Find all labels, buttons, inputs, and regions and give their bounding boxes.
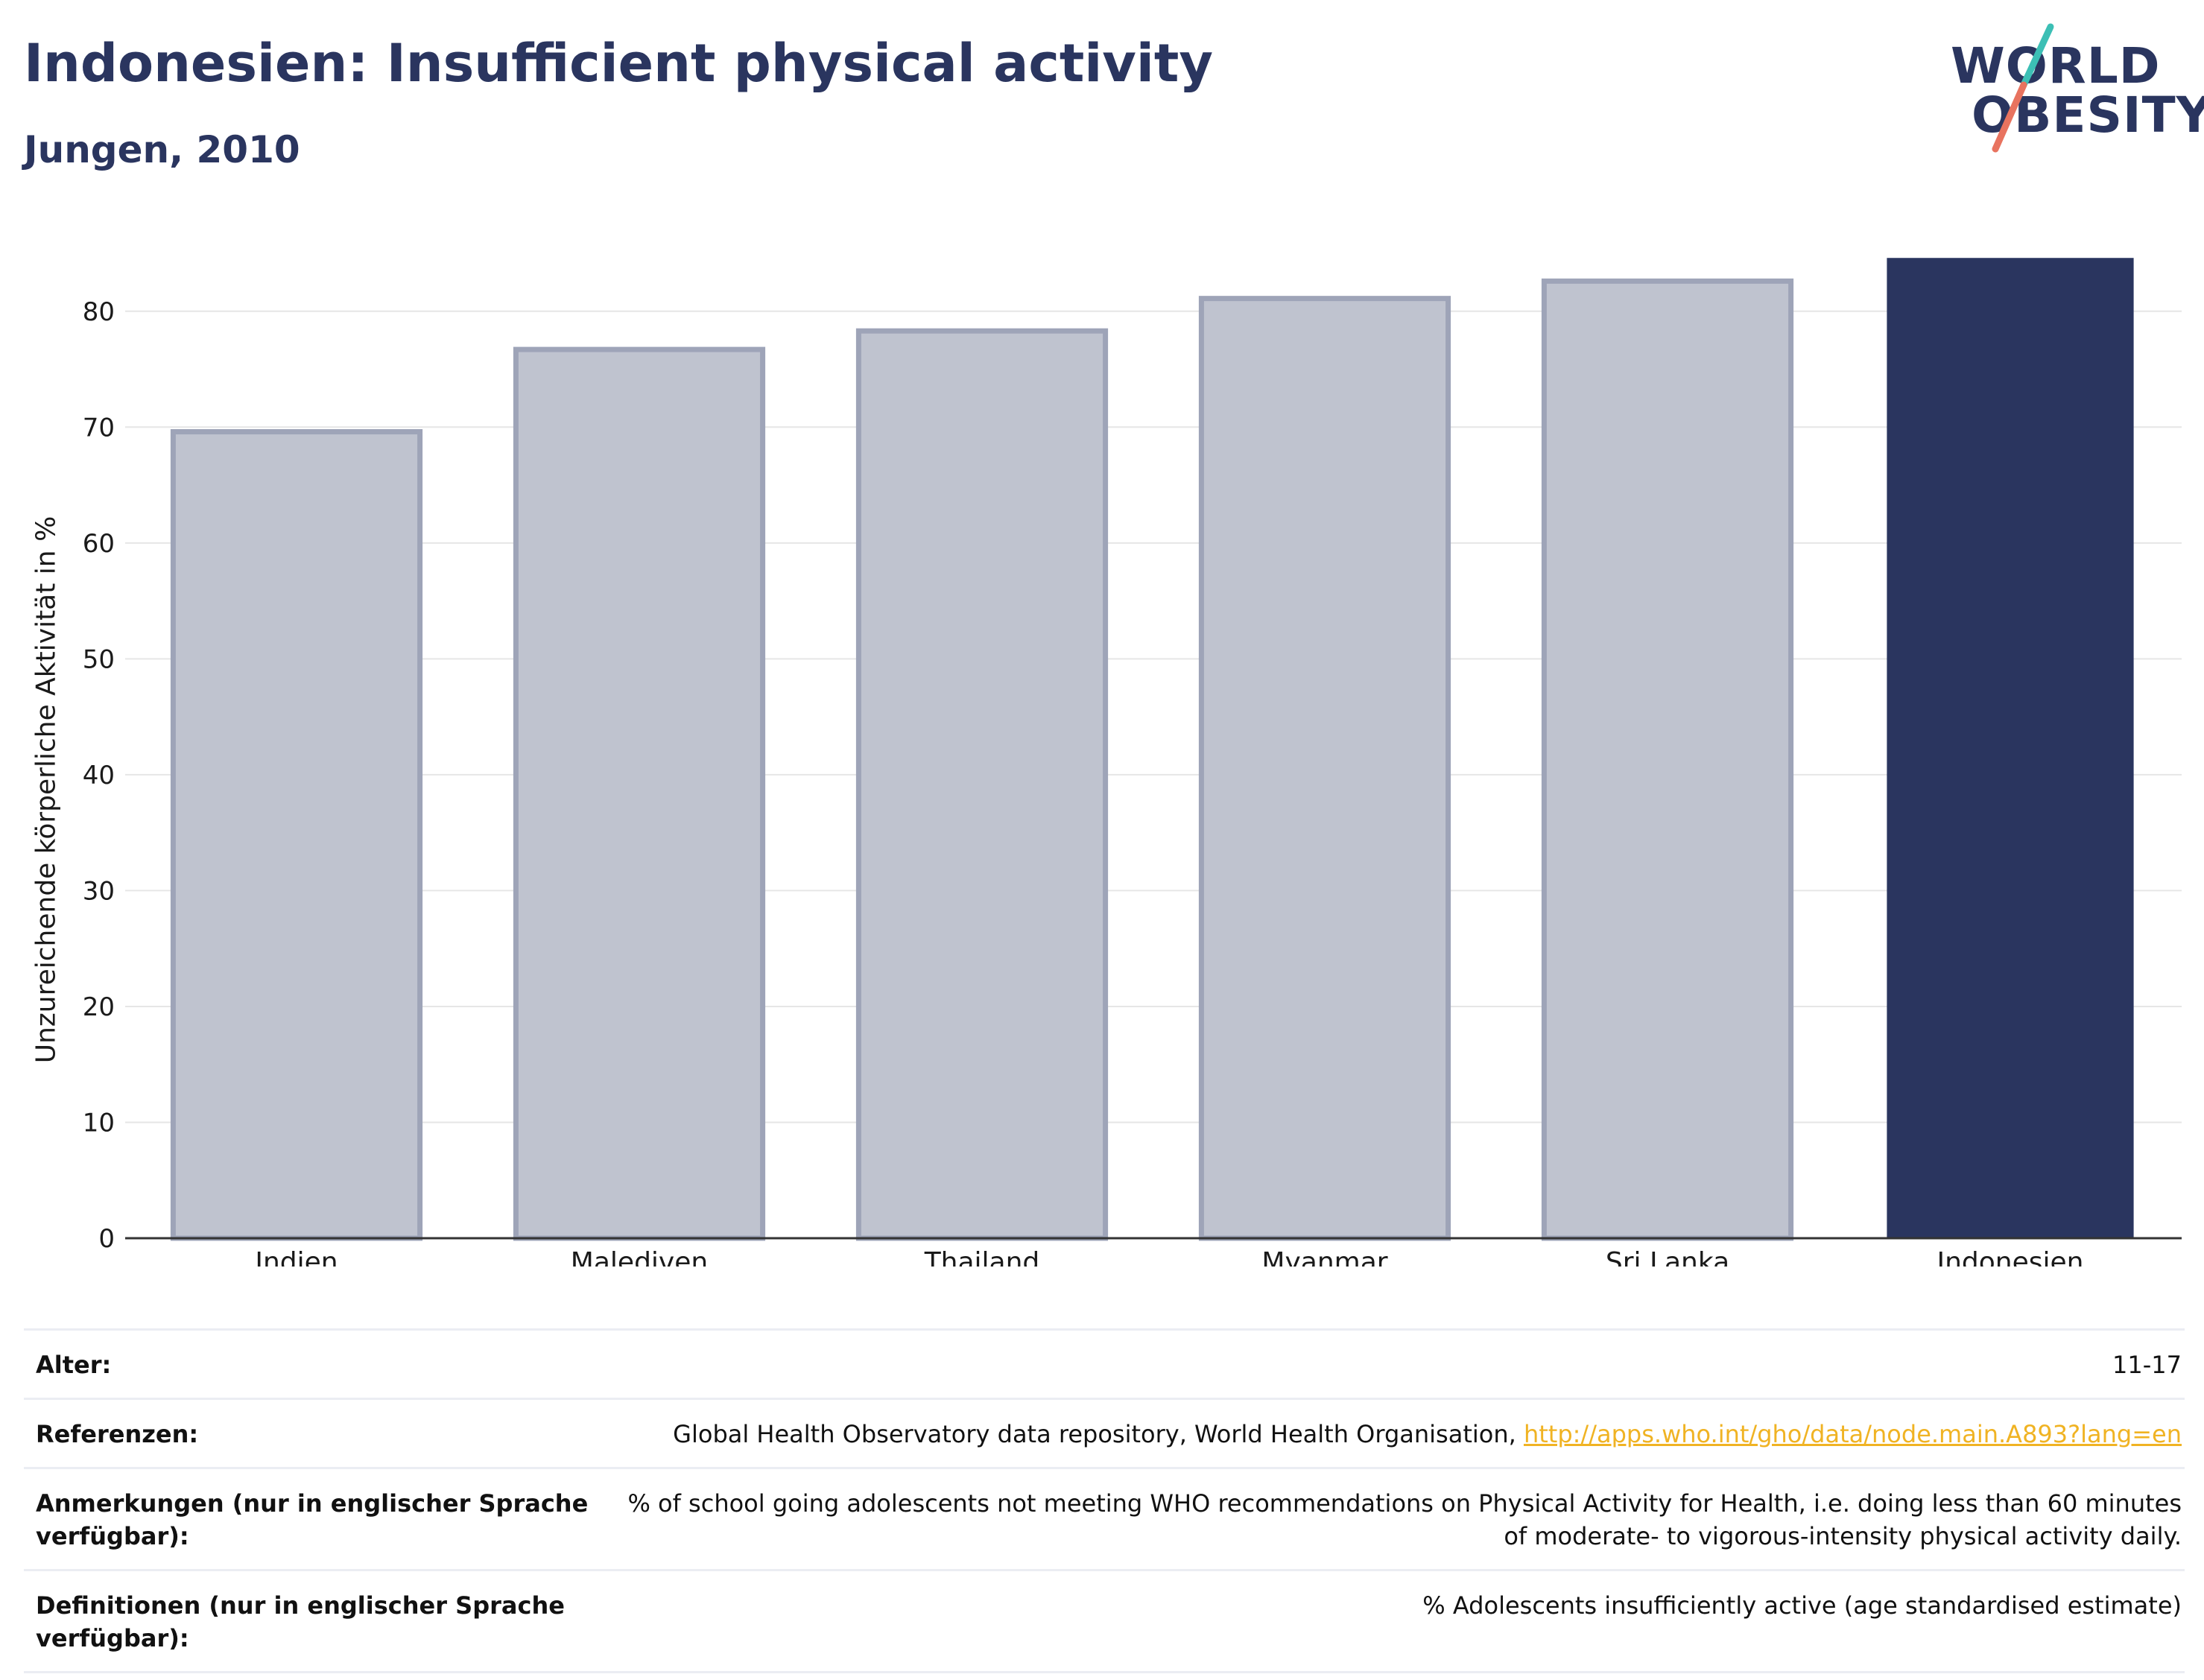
meta-row-references: Referenzen: Global Health Observatory da… xyxy=(24,1398,2185,1467)
y-tick-label: 10 xyxy=(83,1108,115,1138)
meta-row-notes: Anmerkungen (nur in englischer Sprache v… xyxy=(24,1467,2185,1569)
page-subtitle: Jungen, 2010 xyxy=(24,128,300,171)
y-tick-label: 80 xyxy=(83,297,115,327)
meta-age-label: Alter: xyxy=(36,1351,112,1379)
y-tick-label: 30 xyxy=(83,876,115,906)
page-title: Indonesien: Insufficient physical activi… xyxy=(24,33,1214,94)
bar-indien xyxy=(170,429,423,1241)
y-axis-title: Unzureichende körperliche Aktivität in % xyxy=(31,516,62,1064)
bar-thailand xyxy=(855,328,1109,1241)
bar-sri-lanka xyxy=(1541,278,1794,1241)
x-tick-label: Indonesien xyxy=(1937,1247,2084,1267)
metadata-table: Alter: 11-17 Referenzen: Global Health O… xyxy=(24,1328,2185,1673)
meta-references-value-wrap: Global Health Observatory data repositor… xyxy=(673,1418,2185,1451)
meta-row-age: Alter: 11-17 xyxy=(24,1328,2185,1398)
y-tick-label: 70 xyxy=(83,413,115,443)
x-tick-label: Sri Lanka xyxy=(1606,1247,1729,1267)
meta-definitions-label: Definitionen (nur in englischer Sprache … xyxy=(36,1591,565,1652)
bars xyxy=(170,258,2134,1241)
meta-row-definitions: Definitionen (nur in englischer Sprache … xyxy=(24,1569,2185,1673)
meta-notes-value: % of school going adolescents not meetin… xyxy=(627,1489,2182,1550)
bar-chart: 0 10 20 30 40 50 60 70 80 Indien Malediven Thailan… xyxy=(83,258,2182,1267)
x-tick-label: Myanmar xyxy=(1261,1247,1387,1267)
meta-references-label: Referenzen: xyxy=(36,1420,199,1448)
x-tick-label: Malediven xyxy=(571,1247,708,1267)
world-obesity-logo: WORLD OBESITY xyxy=(1945,22,2204,156)
x-tick-label: Thailand xyxy=(924,1247,1040,1267)
meta-references-value: Global Health Observatory data repositor… xyxy=(673,1420,1524,1448)
y-tick-label: 0 xyxy=(98,1224,115,1254)
logo-slash-icon xyxy=(1992,23,2054,153)
bar-malediven xyxy=(513,346,766,1241)
meta-age-value: 11-17 xyxy=(2112,1351,2182,1379)
y-axis-ticks: 0 10 20 30 40 50 60 70 80 xyxy=(83,297,115,1254)
meta-notes-label: Anmerkungen (nur in englischer Sprache v… xyxy=(36,1489,589,1550)
y-tick-label: 20 xyxy=(83,992,115,1022)
meta-definitions-value: % Adolescents insufficiently active (age… xyxy=(1422,1591,2182,1620)
grid-lines xyxy=(125,310,2182,1123)
bar-myanmar xyxy=(1198,296,1451,1241)
y-tick-label: 60 xyxy=(83,529,115,559)
logo-line-1: WORLD xyxy=(1951,37,2161,95)
meta-references-link[interactable]: http://apps.who.int/gho/data/node.main.A… xyxy=(1523,1420,2182,1448)
x-tick-label: Indien xyxy=(255,1247,338,1267)
y-tick-label: 50 xyxy=(83,644,115,674)
bar-indonesien xyxy=(1887,258,2134,1238)
y-tick-label: 40 xyxy=(83,761,115,790)
x-axis-labels: Indien Malediven Thailand Myanmar Sri Lanka I… xyxy=(255,1247,2083,1267)
